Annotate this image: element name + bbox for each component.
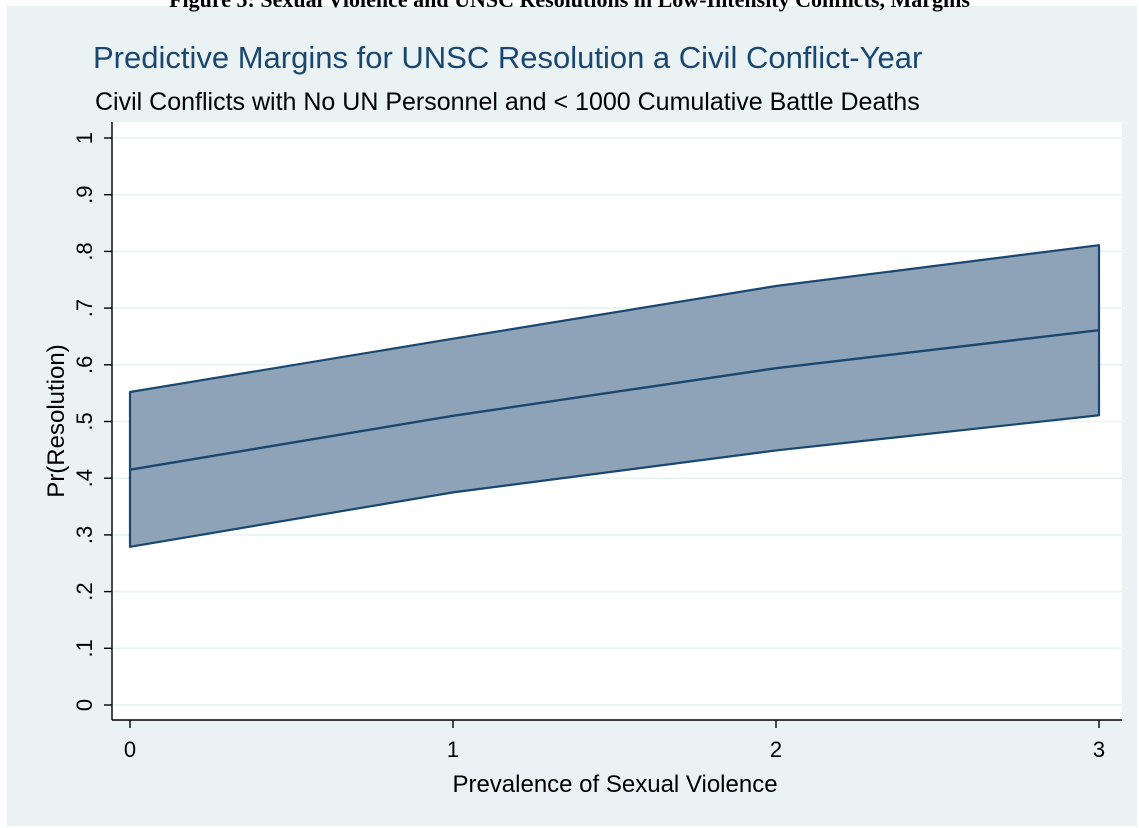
y-tick-label: .9 <box>72 186 97 204</box>
chart-subtitle: Civil Conflicts with No UN Personnel and… <box>95 88 920 116</box>
y-tick-label: .1 <box>72 639 97 657</box>
y-tick-label: 1 <box>72 132 97 144</box>
chart-title: Predictive Margins for UNSC Resolution a… <box>93 40 922 75</box>
axes <box>104 122 1122 728</box>
y-tick-label: .5 <box>72 412 97 430</box>
y-tick-label: .3 <box>72 526 97 544</box>
y-tick-label: .2 <box>72 582 97 600</box>
y-tick-label: .8 <box>72 242 97 260</box>
y-tick-label: 0 <box>72 699 97 711</box>
x-tick-label: 2 <box>770 737 782 762</box>
x-tick-labels: 0 1 2 3 <box>124 737 1105 762</box>
x-tick-label: 1 <box>447 737 459 762</box>
x-tick-label: 0 <box>124 737 136 762</box>
y-tick-labels: 0 .1 .2 .3 .4 .5 .6 .7 .8 .9 1 <box>72 132 97 711</box>
y-axis-title: Pr(Resolution) <box>43 344 70 497</box>
estimate-line <box>129 329 1100 471</box>
x-tick-label: 3 <box>1093 737 1105 762</box>
estimate-line-group <box>129 329 1100 471</box>
confidence-band-area <box>128 244 1101 548</box>
y-tick-label: .6 <box>72 356 97 374</box>
y-tick-label: .4 <box>72 469 97 487</box>
confidence-band <box>128 244 1101 548</box>
x-axis-title: Prevalence of Sexual Violence <box>452 771 777 798</box>
y-tick-label: .7 <box>72 299 97 317</box>
